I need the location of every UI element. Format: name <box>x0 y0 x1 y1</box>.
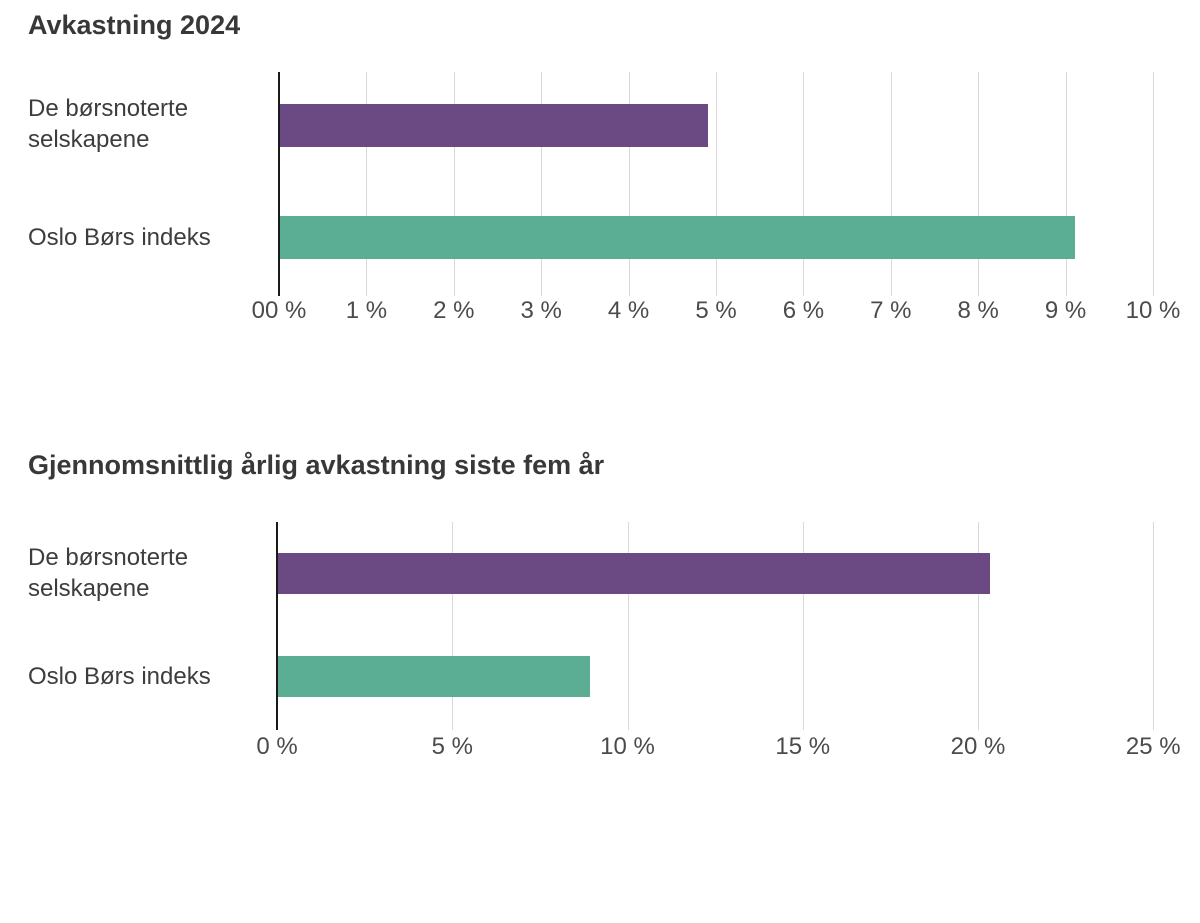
bar-de-borsnoterte-selskapene <box>280 104 709 147</box>
category-label: Oslo Børs indeks <box>28 224 211 251</box>
gridline-8pct <box>978 72 980 296</box>
x-tick-label: 4 % <box>607 297 650 324</box>
category-label: De børsnoterte selskapene <box>28 95 189 153</box>
gridline-9pct <box>1065 72 1067 296</box>
x-tick-label: 2 % <box>433 297 475 324</box>
x-tick-label: 25 % <box>1125 733 1181 760</box>
x-tick-label: 0 % <box>256 733 298 760</box>
gridline-4pct <box>628 72 630 296</box>
chart1-plot-area: De børsnoterte selskapene Oslo Børs indek… <box>0 72 1200 342</box>
x-tick-label: 6 % <box>782 297 825 324</box>
gridline-1pct <box>366 72 368 296</box>
x-tick-label: 5 % <box>695 297 737 324</box>
x-tick-label: 9 % <box>1044 297 1087 324</box>
gridline-3pct <box>541 72 543 296</box>
x-tick-label: 7 % <box>870 297 912 324</box>
x-tick-label: 00 % <box>251 297 307 324</box>
gridline-10pct <box>1153 72 1154 296</box>
bar-oslo-bors-indeks <box>280 216 1076 259</box>
bar-oslo-bors-indeks <box>278 656 590 697</box>
gridline-2pct <box>453 72 455 296</box>
gridline-5pct <box>716 72 717 296</box>
chart2-plot-area: De børsnoterte selskapene Oslo Børs indek… <box>0 522 1200 782</box>
category-label: Oslo Børs indeks <box>28 663 211 690</box>
gridline-6pct <box>803 72 805 296</box>
y-axis-line <box>276 522 278 730</box>
category-label: De børsnoterte selskapene <box>28 544 189 602</box>
chart1-title: Avkastning 2024 <box>28 10 241 40</box>
x-tick-label: 1 % <box>345 297 388 324</box>
gridline-10pct <box>627 522 629 730</box>
y-axis-line <box>278 72 280 296</box>
gridline-7pct <box>890 72 892 296</box>
x-tick-label: 5 % <box>431 733 473 760</box>
x-tick-label: 15 % <box>775 733 831 760</box>
x-tick-label: 3 % <box>520 297 562 324</box>
bar-de-borsnoterte-selskapene <box>278 553 990 594</box>
gridline-20pct <box>978 522 979 730</box>
gridline-15pct <box>802 522 804 730</box>
chart2-title: Gjennomsnittlig årlig avkastning siste f… <box>28 450 605 480</box>
x-tick-label: 8 % <box>957 297 999 324</box>
gridline-5pct <box>452 522 454 730</box>
x-tick-label: 10 % <box>600 733 655 760</box>
gridline-25pct <box>1153 522 1155 730</box>
x-tick-label: 10 % <box>1125 297 1181 324</box>
x-tick-label: 20 % <box>950 733 1006 760</box>
